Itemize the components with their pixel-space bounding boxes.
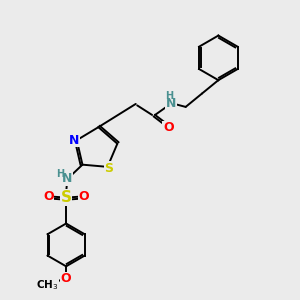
Text: O: O: [163, 121, 174, 134]
Text: N: N: [62, 172, 72, 185]
Text: O: O: [79, 190, 89, 203]
Text: O: O: [61, 272, 71, 285]
Text: N: N: [69, 134, 79, 147]
Text: CH$_3$: CH$_3$: [37, 278, 59, 292]
Text: H: H: [56, 169, 64, 178]
Text: N: N: [166, 98, 176, 110]
Text: H: H: [165, 91, 173, 101]
Text: S: S: [61, 190, 72, 205]
Text: S: S: [104, 162, 113, 175]
Text: O: O: [43, 190, 54, 203]
